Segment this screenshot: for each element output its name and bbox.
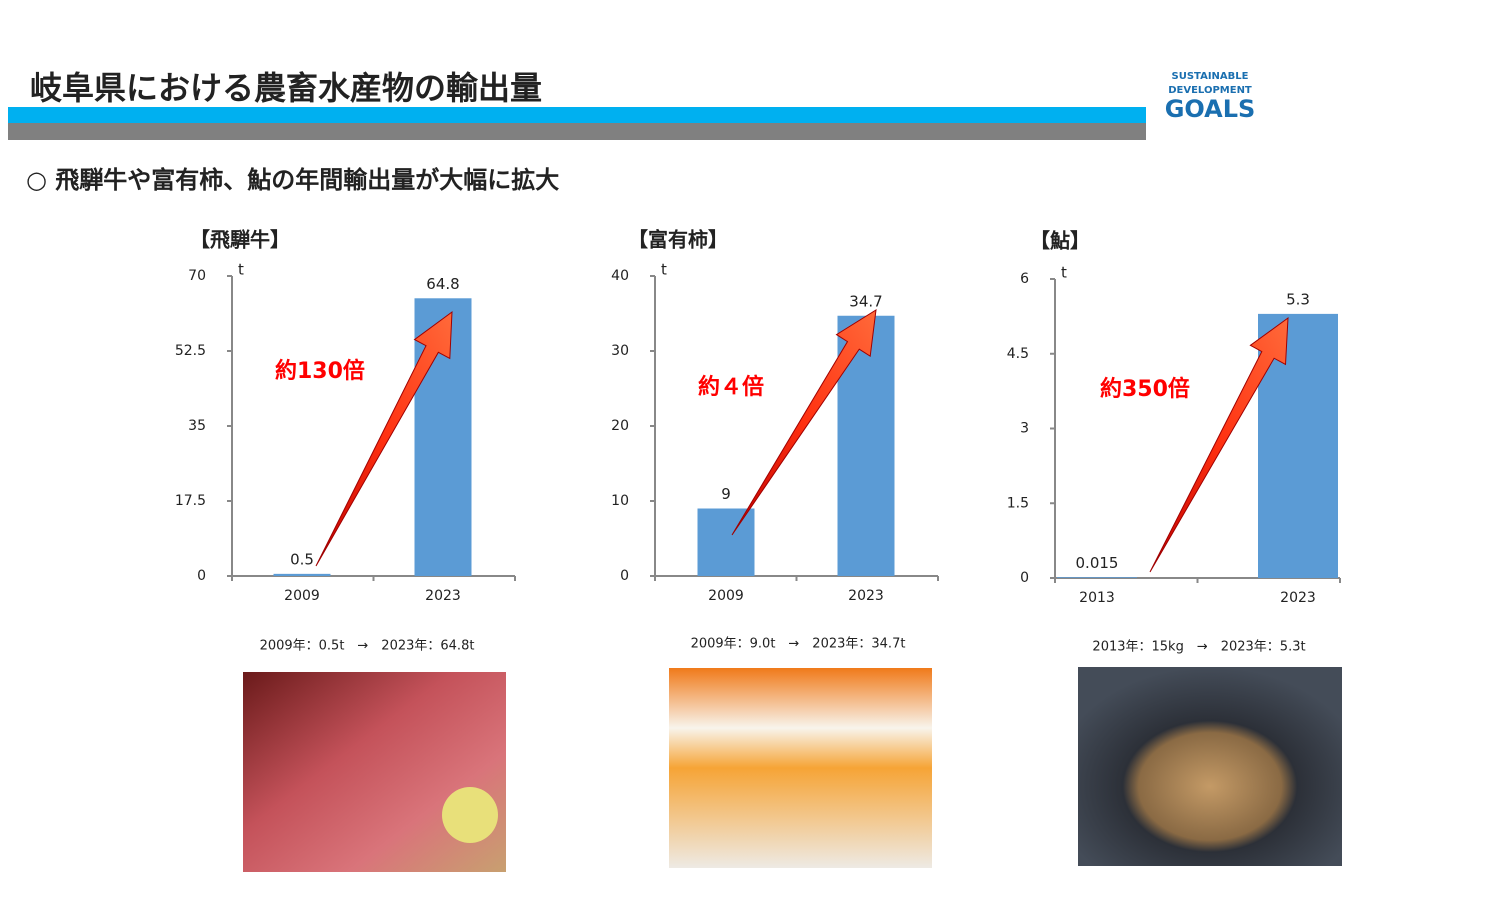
logo-text: SUSTAINABLE [1172, 71, 1249, 82]
y-tick-label: 4.5 [1007, 346, 1029, 362]
photo-persimmon [669, 668, 932, 868]
title-band-grey [8, 123, 1146, 140]
chart-title: 【鮎】 [1030, 229, 1090, 253]
photo-sweetfish [1078, 667, 1342, 866]
y-tick-label: 0 [1020, 570, 1029, 586]
unit-label: t [661, 261, 667, 279]
caption: 2009年：9.0t → 2023年：34.7t [691, 637, 906, 652]
y-tick-label: 52.5 [175, 343, 206, 359]
annotation: 約350倍 [1100, 376, 1190, 402]
x-tick-label: 2013 [1079, 590, 1115, 606]
page-title: 岐阜県における農畜水産物の輸出量 [30, 69, 542, 107]
y-tick-label: 35 [188, 418, 206, 434]
value-label: 9 [721, 485, 731, 503]
y-tick-label: 0 [197, 568, 206, 584]
growth-arrow [315, 310, 453, 567]
y-tick-label: 70 [188, 268, 206, 284]
value-label: 0.015 [1076, 554, 1119, 572]
y-tick-label: 6 [1020, 271, 1029, 287]
annotation: 約130倍 [275, 358, 365, 384]
growth-arrow [731, 309, 877, 536]
caption: 2009年：0.5t → 2023年：64.8t [260, 639, 475, 654]
logo-text: GOALS [1165, 95, 1256, 123]
chart-title: 【飛騨牛】 [190, 228, 290, 252]
value-label: 5.3 [1286, 290, 1310, 308]
growth-arrow [1149, 316, 1289, 573]
value-label: 34.7 [849, 292, 882, 310]
x-tick-label: 2023 [848, 588, 884, 604]
value-label: 0.5 [290, 550, 314, 568]
y-tick-label: 20 [611, 418, 629, 434]
x-tick-label: 2023 [1280, 590, 1316, 606]
y-tick-label: 17.5 [175, 493, 206, 509]
x-tick-label: 2023 [425, 588, 461, 604]
logo-text: DEVELOPMENT [1168, 85, 1252, 96]
x-tick-label: 2009 [708, 588, 744, 604]
unit-label: t [238, 261, 244, 279]
chart-title: 【富有柿】 [628, 228, 728, 252]
y-tick-label: 30 [611, 343, 629, 359]
y-tick-label: 3 [1020, 421, 1029, 437]
y-tick-label: 0 [620, 568, 629, 584]
value-label: 64.8 [426, 275, 459, 293]
annotation: 約４倍 [698, 374, 764, 400]
photo-lemon [442, 787, 498, 843]
caption: 2013年：15kg → 2023年：5.3t [1092, 640, 1305, 655]
y-tick-label: 10 [611, 493, 629, 509]
bar [1057, 577, 1137, 578]
bar [273, 573, 331, 576]
y-tick-label: 1.5 [1007, 495, 1029, 511]
x-tick-label: 2009 [284, 588, 320, 604]
title-band [8, 107, 1146, 123]
y-tick-label: 40 [611, 268, 629, 284]
unit-label: t [1061, 264, 1067, 282]
bar [697, 508, 755, 576]
subtitle: ○ 飛騨牛や富有柿、鮎の年間輸出量が大幅に拡大 [26, 166, 559, 194]
